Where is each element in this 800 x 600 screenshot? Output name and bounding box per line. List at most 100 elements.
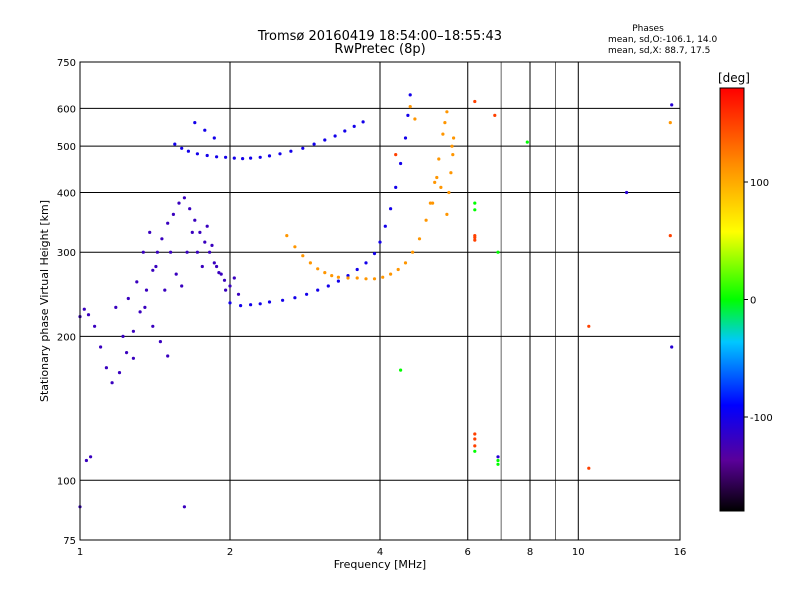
data-point [148, 230, 152, 234]
scatter-series-6 [496, 103, 674, 459]
data-point [668, 121, 672, 125]
data-point [114, 305, 118, 309]
data-point [222, 278, 227, 282]
data-point [212, 136, 216, 140]
data-point [131, 356, 135, 360]
data-point [399, 161, 403, 166]
data-point [394, 185, 398, 189]
data-point [224, 155, 228, 159]
colorbar-label: [deg] [718, 71, 750, 85]
y-tick-label: 75 [63, 536, 76, 547]
data-point [185, 250, 189, 254]
data-point [180, 284, 184, 288]
data-point [174, 272, 178, 276]
data-point [135, 280, 139, 284]
data-point [141, 250, 145, 254]
y-tick-label: 600 [57, 104, 76, 115]
x-axis-ticks: 1 2 4 6 8 10 16 [77, 547, 687, 558]
data-point [200, 264, 204, 269]
data-point [408, 105, 412, 109]
data-point [408, 93, 412, 97]
data-point [378, 240, 382, 244]
colorbar-ticks: 100 0 -100 [744, 178, 773, 424]
y-tick-label: 400 [57, 188, 76, 199]
data-point [413, 117, 417, 121]
data-point [361, 120, 365, 124]
data-point [473, 238, 477, 242]
data-point [166, 354, 170, 358]
data-point [443, 121, 447, 125]
data-point [496, 455, 500, 459]
data-point [203, 128, 207, 132]
data-point [217, 271, 221, 275]
data-point [473, 99, 477, 104]
y-tick-label: 750 [57, 58, 76, 69]
data-point [396, 267, 400, 272]
data-point [496, 250, 500, 254]
phase-annotation-line1: mean, sd,O:-106.1, 14.0 [608, 35, 718, 45]
data-point [625, 190, 629, 195]
data-point [346, 274, 350, 278]
data-point [186, 149, 190, 153]
data-point [435, 175, 439, 180]
data-point [82, 307, 86, 311]
data-point [431, 201, 435, 205]
data-point [447, 190, 451, 195]
data-point [525, 140, 529, 144]
x-tick-label: 2 [227, 547, 233, 558]
data-point [203, 240, 207, 244]
data-point [232, 156, 236, 160]
data-point [151, 324, 155, 328]
data-points [78, 93, 674, 509]
data-point [394, 153, 398, 157]
data-point [249, 156, 253, 160]
data-point [163, 288, 167, 292]
data-point [239, 304, 243, 308]
colorbar [719, 87, 745, 512]
data-point [154, 264, 158, 269]
data-point [473, 208, 477, 212]
data-point [355, 267, 359, 272]
data-point [219, 272, 223, 276]
data-point [158, 340, 162, 344]
data-point [228, 301, 232, 305]
data-point [473, 437, 477, 441]
data-point [364, 277, 368, 281]
colorbar-tick-label: 0 [750, 296, 756, 307]
data-point [193, 121, 197, 125]
data-point [293, 296, 297, 300]
data-point [143, 305, 147, 309]
data-point [473, 444, 477, 448]
data-point [182, 196, 186, 200]
data-point [587, 324, 591, 328]
data-point [336, 279, 340, 283]
data-point [210, 243, 214, 247]
data-point [144, 288, 149, 292]
phase-annotation-line2: mean, sd,X: 88.7, 17.5 [608, 46, 710, 56]
x-axis-label: Frequency [MHz] [334, 558, 426, 571]
y-axis-label: Stationary phase Virtual Height [km] [38, 200, 51, 402]
data-point [193, 218, 197, 222]
data-point [403, 261, 408, 265]
data-point [670, 103, 674, 107]
data-point [439, 185, 443, 189]
data-point [301, 254, 305, 258]
data-point [190, 230, 194, 234]
data-point [441, 132, 445, 136]
grid-lines [80, 62, 680, 540]
x-tick-label: 1 [77, 547, 83, 558]
data-point [99, 345, 103, 349]
data-point [188, 207, 192, 211]
data-point [249, 303, 253, 307]
data-point [316, 288, 320, 292]
data-point [449, 171, 453, 175]
data-point [330, 274, 334, 278]
scatter-series-2 [173, 93, 412, 308]
y-tick-label: 200 [57, 332, 76, 343]
data-point [110, 381, 114, 385]
data-point [493, 113, 497, 117]
data-point [285, 234, 289, 238]
data-point [205, 153, 209, 158]
colorbar-tick-label: 100 [750, 178, 769, 189]
data-point [126, 296, 130, 301]
